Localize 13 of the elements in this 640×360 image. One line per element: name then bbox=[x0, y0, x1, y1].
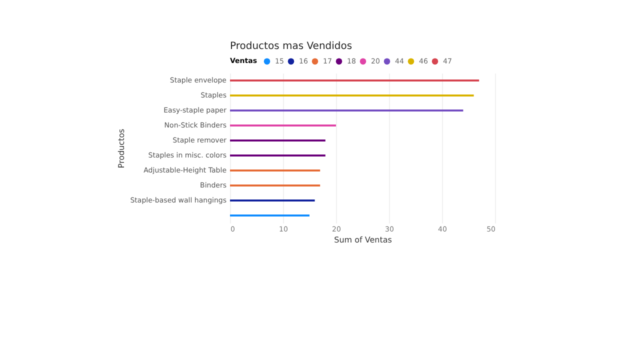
y-axis-title: Productos bbox=[117, 128, 126, 168]
bar bbox=[230, 154, 326, 156]
chart-title: Productos mas Vendidos bbox=[230, 41, 352, 52]
bar bbox=[230, 94, 474, 96]
bar bbox=[230, 110, 464, 112]
bar bbox=[230, 214, 310, 216]
bar bbox=[230, 80, 480, 82]
bar bbox=[230, 184, 320, 186]
x-axis-title: Sum of Ventas bbox=[334, 236, 392, 244]
bar bbox=[230, 124, 336, 126]
bar bbox=[230, 140, 326, 142]
bar bbox=[230, 170, 320, 172]
bar bbox=[230, 200, 315, 202]
